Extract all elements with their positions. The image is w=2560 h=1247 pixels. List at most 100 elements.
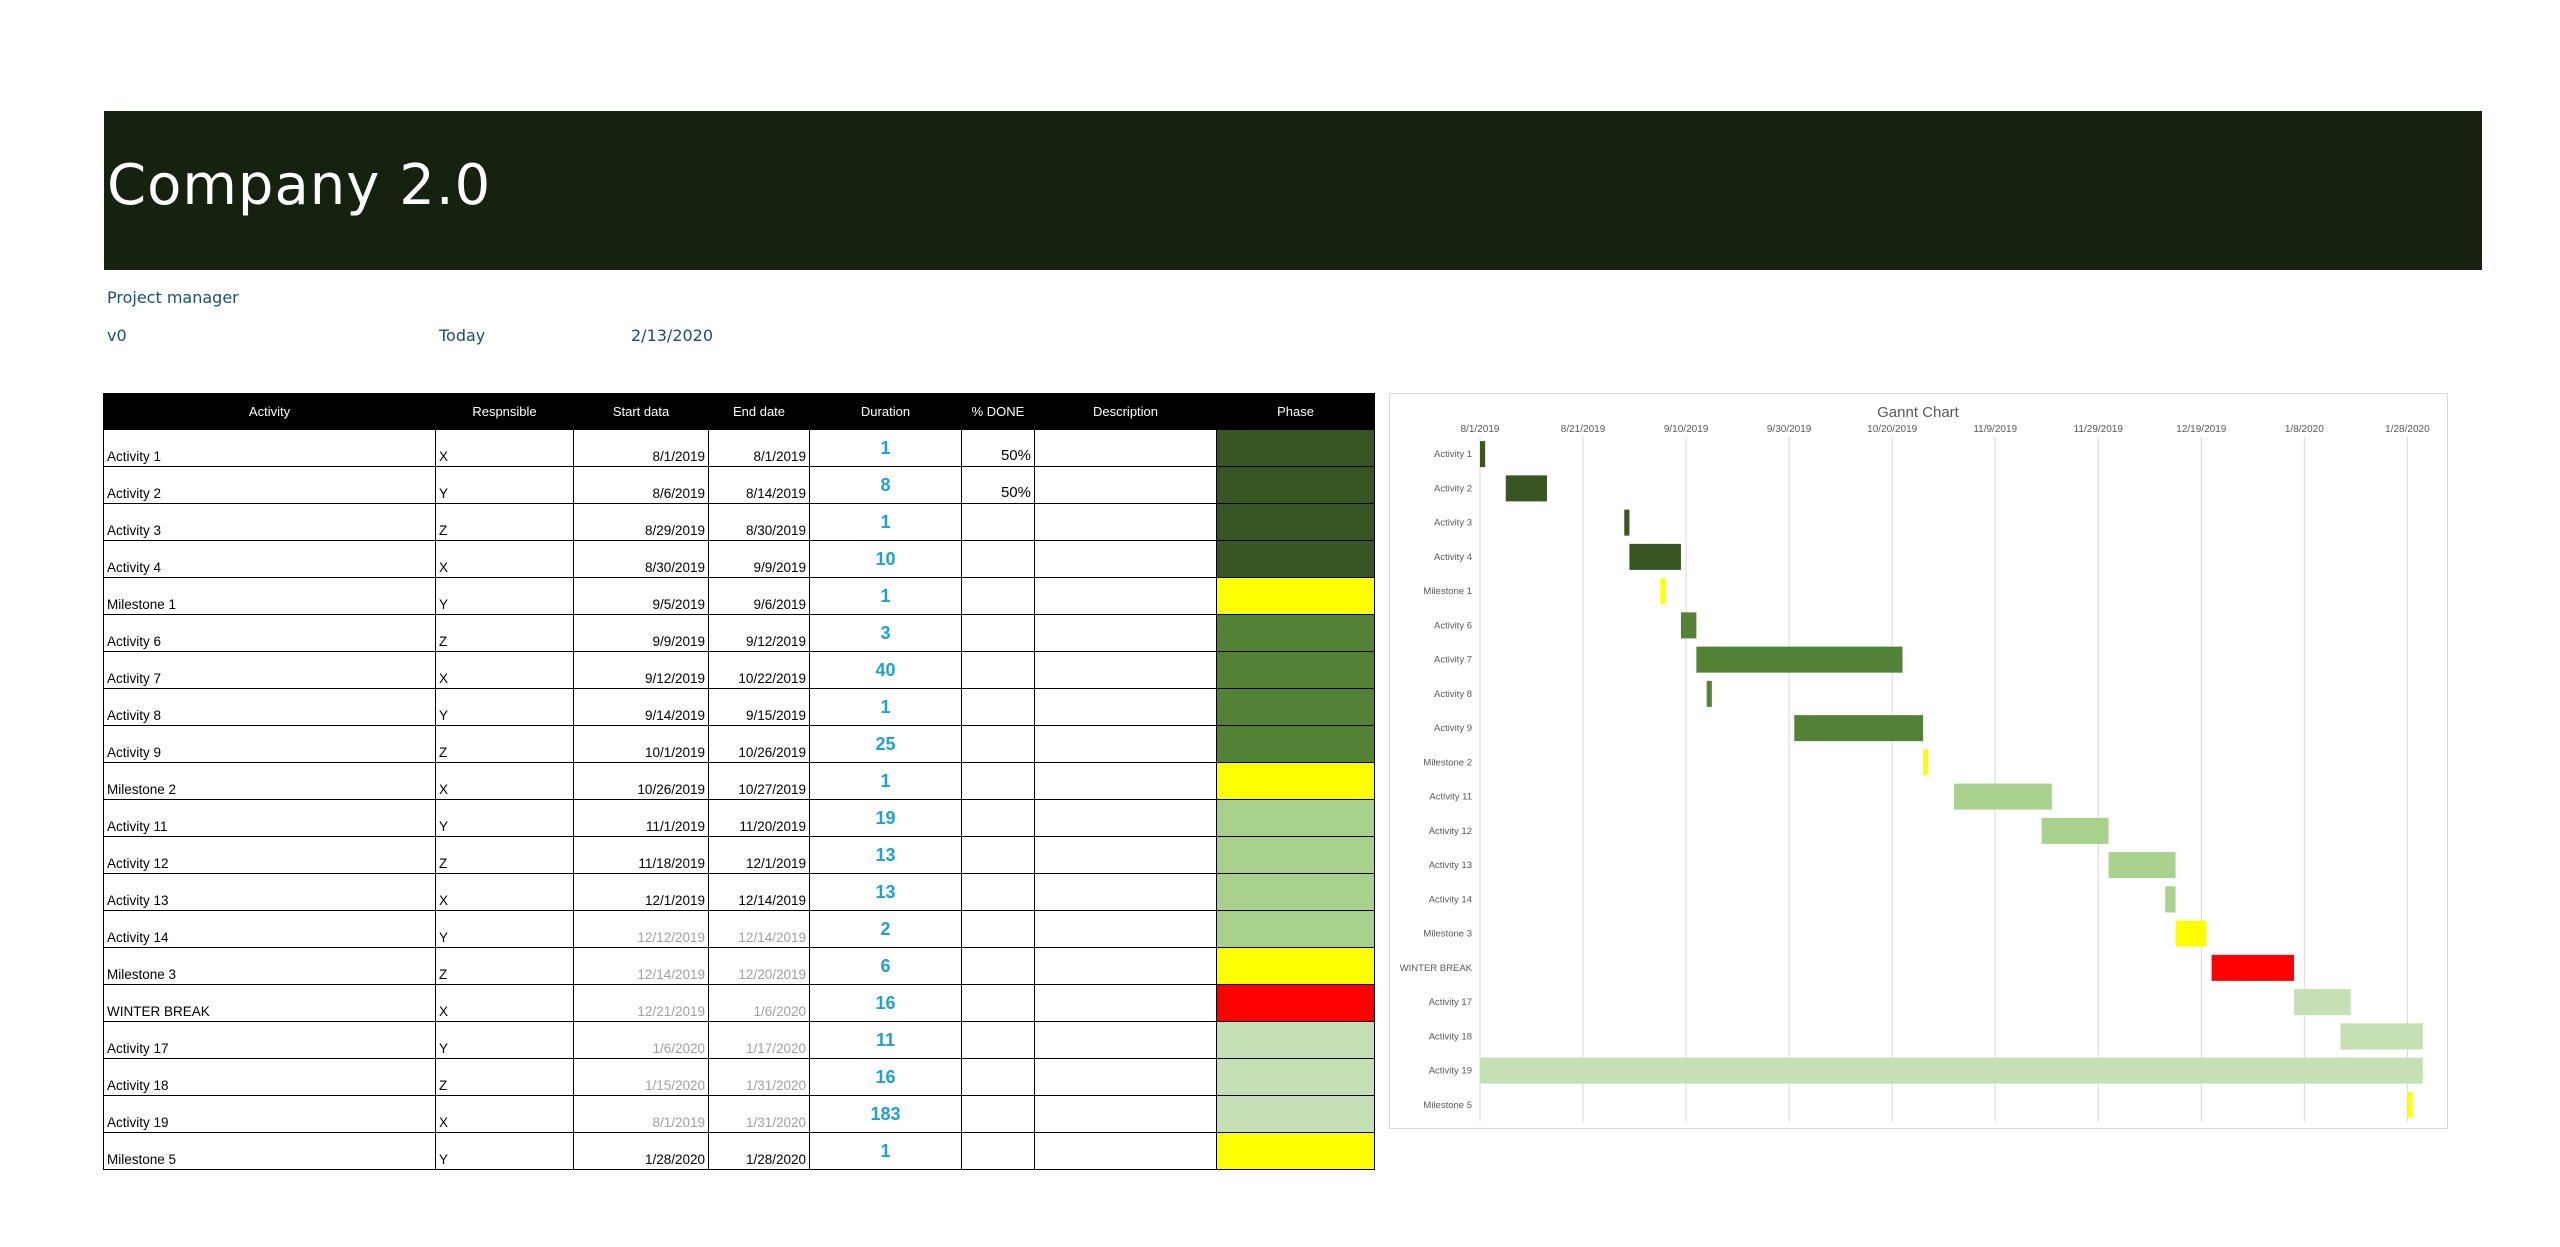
cell-end-date[interactable]: 8/1/2019 <box>708 429 810 467</box>
cell-start-date[interactable]: 9/9/2019 <box>573 614 709 652</box>
cell-start-date[interactable]: 1/28/2020 <box>573 1132 709 1170</box>
cell-start-date[interactable]: 8/6/2019 <box>573 466 709 504</box>
cell-responsible[interactable]: Z <box>435 614 574 652</box>
cell-description[interactable] <box>1034 651 1217 689</box>
cell-duration[interactable]: 8 <box>809 466 962 504</box>
table-row[interactable]: Activity 14 Y 12/12/2019 12/14/2019 2 <box>103 910 1375 948</box>
cell-activity[interactable]: Activity 11 <box>103 799 436 837</box>
cell-activity[interactable]: Milestone 1 <box>103 577 436 615</box>
cell-start-date[interactable]: 10/1/2019 <box>573 725 709 763</box>
cell-start-date[interactable]: 12/1/2019 <box>573 873 709 911</box>
cell-description[interactable] <box>1034 873 1217 911</box>
table-row[interactable]: Activity 19 X 8/1/2019 1/31/2020 183 <box>103 1095 1375 1133</box>
cell-end-date[interactable]: 1/31/2020 <box>708 1058 810 1096</box>
cell-percent-done[interactable]: 50% <box>961 429 1035 467</box>
cell-start-date[interactable]: 1/15/2020 <box>573 1058 709 1096</box>
cell-start-date[interactable]: 12/21/2019 <box>573 984 709 1022</box>
cell-description[interactable] <box>1034 429 1217 467</box>
cell-responsible[interactable]: Y <box>435 1021 574 1059</box>
cell-end-date[interactable]: 1/28/2020 <box>708 1132 810 1170</box>
cell-start-date[interactable]: 10/26/2019 <box>573 762 709 800</box>
table-row[interactable]: Activity 11 Y 11/1/2019 11/20/2019 19 <box>103 799 1375 837</box>
table-row[interactable]: Activity 7 X 9/12/2019 10/22/2019 40 <box>103 651 1375 689</box>
cell-percent-done[interactable] <box>961 799 1035 837</box>
cell-duration[interactable]: 3 <box>809 614 962 652</box>
cell-description[interactable] <box>1034 577 1217 615</box>
cell-description[interactable] <box>1034 799 1217 837</box>
cell-activity[interactable]: Activity 18 <box>103 1058 436 1096</box>
cell-duration[interactable]: 10 <box>809 540 962 578</box>
cell-start-date[interactable]: 1/6/2020 <box>573 1021 709 1059</box>
cell-duration[interactable]: 2 <box>809 910 962 948</box>
cell-phase[interactable] <box>1216 1095 1375 1133</box>
cell-description[interactable] <box>1034 947 1217 985</box>
cell-phase[interactable] <box>1216 540 1375 578</box>
cell-duration[interactable]: 25 <box>809 725 962 763</box>
cell-start-date[interactable]: 12/14/2019 <box>573 947 709 985</box>
cell-activity[interactable]: Activity 17 <box>103 1021 436 1059</box>
table-row[interactable]: Activity 4 X 8/30/2019 9/9/2019 10 <box>103 540 1375 578</box>
cell-percent-done[interactable] <box>961 1095 1035 1133</box>
cell-phase[interactable] <box>1216 836 1375 874</box>
cell-percent-done[interactable] <box>961 725 1035 763</box>
col-header-start[interactable]: Start data <box>573 393 709 430</box>
table-row[interactable]: WINTER BREAK X 12/21/2019 1/6/2020 16 <box>103 984 1375 1022</box>
cell-activity[interactable]: Activity 7 <box>103 651 436 689</box>
cell-percent-done[interactable] <box>961 1132 1035 1170</box>
cell-percent-done[interactable] <box>961 836 1035 874</box>
cell-duration[interactable]: 16 <box>809 1058 962 1096</box>
cell-start-date[interactable]: 9/5/2019 <box>573 577 709 615</box>
cell-phase[interactable] <box>1216 762 1375 800</box>
col-header-end[interactable]: End date <box>708 393 810 430</box>
col-header-responsible[interactable]: Respnsible <box>435 393 574 430</box>
cell-start-date[interactable]: 11/18/2019 <box>573 836 709 874</box>
cell-end-date[interactable]: 8/14/2019 <box>708 466 810 504</box>
table-row[interactable]: Milestone 5 Y 1/28/2020 1/28/2020 1 <box>103 1132 1375 1170</box>
table-row[interactable]: Activity 13 X 12/1/2019 12/14/2019 13 <box>103 873 1375 911</box>
col-header-duration[interactable]: Duration <box>809 393 962 430</box>
cell-duration[interactable]: 13 <box>809 836 962 874</box>
cell-percent-done[interactable] <box>961 873 1035 911</box>
cell-percent-done[interactable]: 50% <box>961 466 1035 504</box>
cell-responsible[interactable]: Z <box>435 836 574 874</box>
cell-activity[interactable]: Activity 1 <box>103 429 436 467</box>
col-header-phase[interactable]: Phase <box>1216 393 1375 430</box>
cell-end-date[interactable]: 1/17/2020 <box>708 1021 810 1059</box>
table-row[interactable]: Activity 18 Z 1/15/2020 1/31/2020 16 <box>103 1058 1375 1096</box>
cell-responsible[interactable]: Y <box>435 466 574 504</box>
cell-duration[interactable]: 1 <box>809 1132 962 1170</box>
cell-description[interactable] <box>1034 688 1217 726</box>
cell-description[interactable] <box>1034 540 1217 578</box>
cell-percent-done[interactable] <box>961 577 1035 615</box>
cell-end-date[interactable]: 8/30/2019 <box>708 503 810 541</box>
cell-activity[interactable]: Milestone 3 <box>103 947 436 985</box>
cell-description[interactable] <box>1034 614 1217 652</box>
cell-start-date[interactable]: 11/1/2019 <box>573 799 709 837</box>
cell-phase[interactable] <box>1216 799 1375 837</box>
cell-end-date[interactable]: 1/31/2020 <box>708 1095 810 1133</box>
cell-percent-done[interactable] <box>961 688 1035 726</box>
cell-responsible[interactable]: X <box>435 540 574 578</box>
cell-end-date[interactable]: 9/6/2019 <box>708 577 810 615</box>
cell-description[interactable] <box>1034 466 1217 504</box>
cell-responsible[interactable]: Z <box>435 725 574 763</box>
cell-percent-done[interactable] <box>961 1021 1035 1059</box>
cell-start-date[interactable]: 12/12/2019 <box>573 910 709 948</box>
cell-duration[interactable]: 13 <box>809 873 962 911</box>
table-row[interactable]: Activity 6 Z 9/9/2019 9/12/2019 3 <box>103 614 1375 652</box>
cell-activity[interactable]: Milestone 5 <box>103 1132 436 1170</box>
cell-end-date[interactable]: 9/15/2019 <box>708 688 810 726</box>
cell-phase[interactable] <box>1216 466 1375 504</box>
cell-percent-done[interactable] <box>961 762 1035 800</box>
table-row[interactable]: Milestone 1 Y 9/5/2019 9/6/2019 1 <box>103 577 1375 615</box>
cell-phase[interactable] <box>1216 651 1375 689</box>
cell-responsible[interactable]: Y <box>435 577 574 615</box>
cell-responsible[interactable]: X <box>435 762 574 800</box>
cell-description[interactable] <box>1034 725 1217 763</box>
table-row[interactable]: Milestone 3 Z 12/14/2019 12/20/2019 6 <box>103 947 1375 985</box>
cell-activity[interactable]: WINTER BREAK <box>103 984 436 1022</box>
cell-duration[interactable]: 40 <box>809 651 962 689</box>
cell-description[interactable] <box>1034 984 1217 1022</box>
cell-percent-done[interactable] <box>961 984 1035 1022</box>
cell-description[interactable] <box>1034 910 1217 948</box>
